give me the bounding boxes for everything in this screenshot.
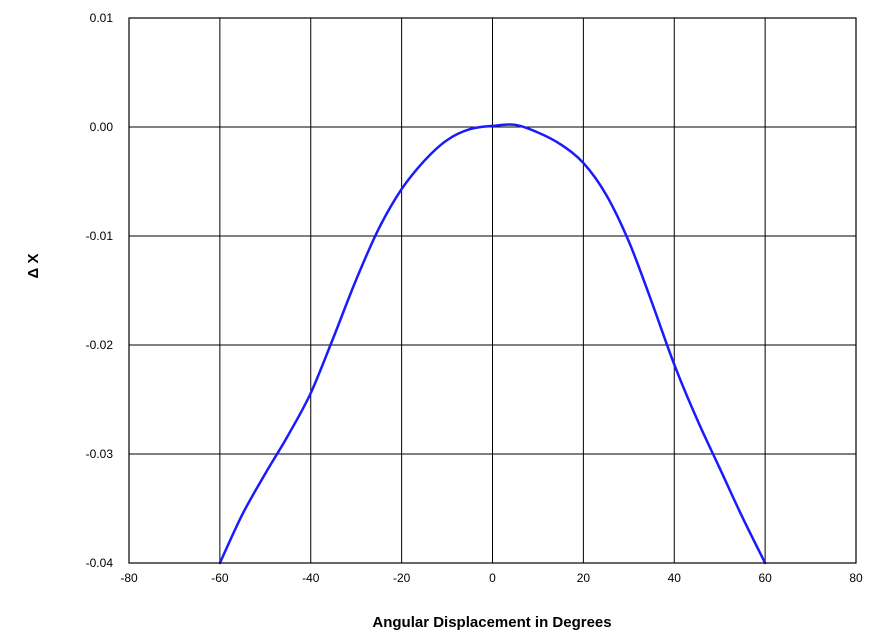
x-tick-label: 80 xyxy=(849,571,863,585)
x-tick-label: 20 xyxy=(577,571,591,585)
y-tick-labels: -0.04 -0.03 -0.02 -0.01 0.00 0.01 xyxy=(86,11,114,570)
x-tick-label: -20 xyxy=(393,571,411,585)
y-tick-label: -0.04 xyxy=(86,556,114,570)
x-tick-label: -60 xyxy=(211,571,229,585)
y-tick-label: -0.03 xyxy=(86,447,114,461)
x-tick-label: 60 xyxy=(758,571,772,585)
x-tick-label: 0 xyxy=(489,571,496,585)
y-tick-label: 0.01 xyxy=(90,11,114,25)
series-layer xyxy=(218,123,767,565)
x-tick-label: -80 xyxy=(120,571,138,585)
x-tick-label: -40 xyxy=(302,571,320,585)
x-tick-label: 40 xyxy=(668,571,682,585)
plot-frame xyxy=(128,17,857,564)
y-tick-label: -0.02 xyxy=(86,338,114,352)
x-axis-label: Angular Displacement in Degrees xyxy=(372,614,611,631)
series-line xyxy=(218,123,767,565)
y-tick-label: 0.00 xyxy=(90,120,114,134)
x-tick-labels: -80 -60 -40 -20 0 20 40 60 80 xyxy=(120,571,863,585)
y-axis-label: Δ X xyxy=(25,254,42,279)
y-tick-label: -0.01 xyxy=(86,229,114,243)
